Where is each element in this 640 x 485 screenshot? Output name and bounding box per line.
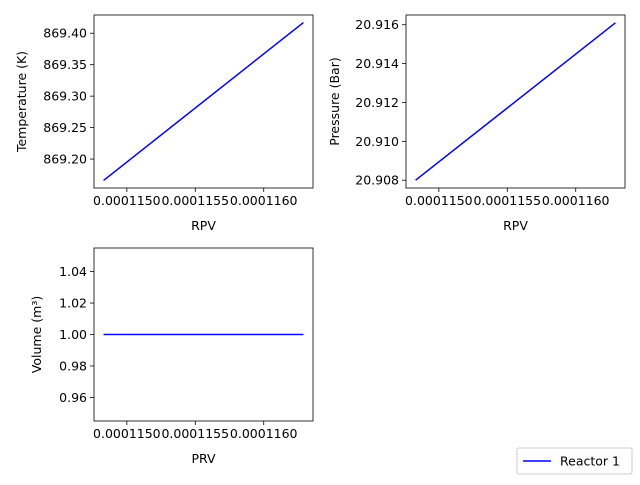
y-tick-label-pressure: 20.908 [355, 173, 399, 188]
x-tick-label-pressure: 0.0001155 [473, 193, 541, 208]
series-line-temperature-0 [103, 21, 304, 182]
x-tick-label-volume: 0.0001150 [93, 426, 161, 441]
y-axis-label-volume: Volume (m³) [29, 296, 44, 373]
x-tick-label-temperature: 0.0001155 [161, 193, 229, 208]
y-tick-label-pressure: 20.910 [355, 134, 399, 149]
subplot-pressure: 0.0001150 0.0001155 0.0001160 20.908 20.910 2… [327, 14, 626, 233]
y-tick-label-volume: 1.02 [59, 296, 87, 311]
series-line-pressure-0 [415, 22, 616, 181]
y-tick-label-temperature: 869.35 [43, 57, 87, 72]
subplot-temperature: 0.0001150 0.0001155 0.0001160 869.20 869.25 8… [14, 14, 314, 233]
y-tick-label-volume: 1.00 [59, 327, 87, 342]
legend-label-reactor-1: Reactor 1 [560, 454, 620, 469]
x-tick-label-temperature: 0.0001150 [93, 193, 161, 208]
y-tick-label-volume: 0.96 [59, 390, 87, 405]
x-axis-label-volume: PRV [191, 451, 216, 466]
y-tick-label-volume: 0.98 [59, 358, 87, 373]
axes-frame-pressure [405, 14, 626, 189]
y-tick-label-pressure: 20.912 [355, 95, 399, 110]
y-tick-label-temperature: 869.40 [43, 26, 87, 41]
y-tick-label-temperature: 869.20 [43, 152, 87, 167]
y-tick-label-temperature: 869.30 [43, 89, 87, 104]
x-tick-label-pressure: 0.0001160 [542, 193, 610, 208]
subplot-volume: 0.0001150 0.0001155 0.0001160 0.96 0.98 1.00 1… [29, 247, 314, 466]
legend-frame [516, 447, 633, 475]
x-tick-label-temperature: 0.0001160 [230, 193, 298, 208]
y-axis-label-temperature: Temperature (K) [14, 51, 29, 153]
x-axis-label-temperature: RPV [191, 218, 216, 233]
legend: Reactor 1 [516, 447, 633, 475]
y-axis-label-pressure: Pressure (Bar) [327, 57, 342, 145]
y-tick-label-pressure: 20.916 [355, 17, 399, 32]
axes-frame-temperature [93, 14, 314, 189]
y-tick-label-pressure: 20.914 [355, 56, 399, 71]
x-tick-label-volume: 0.0001160 [230, 426, 298, 441]
y-tick-label-volume: 1.04 [59, 264, 87, 279]
x-axis-label-pressure: RPV [503, 218, 528, 233]
x-tick-label-volume: 0.0001155 [161, 426, 229, 441]
y-tick-label-temperature: 869.25 [43, 120, 87, 135]
x-tick-label-pressure: 0.0001150 [405, 193, 473, 208]
